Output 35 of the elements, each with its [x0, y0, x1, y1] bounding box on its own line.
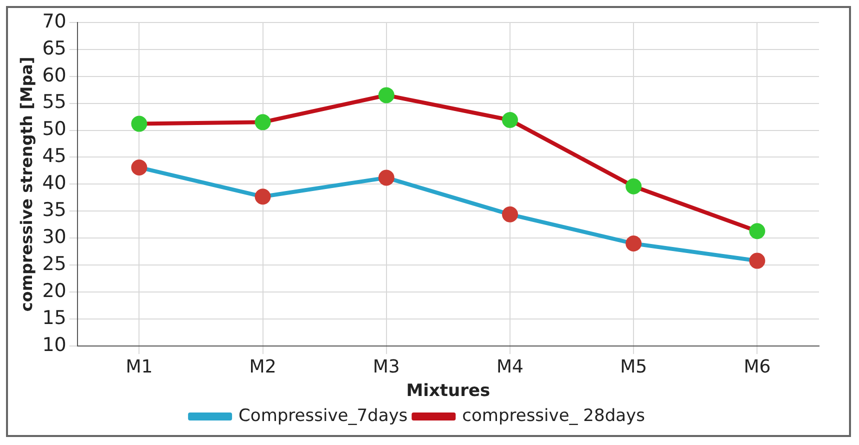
y-tick-label: 60	[42, 64, 66, 86]
x-tick-label: M5	[620, 356, 648, 378]
y-tick-label: 35	[42, 199, 66, 222]
point	[749, 223, 766, 240]
x-tick-label: M3	[372, 356, 400, 378]
y-tick-label: 65	[42, 37, 66, 60]
y-tick-label: 45	[42, 145, 66, 168]
x-tick-label: M1	[126, 356, 153, 378]
point	[378, 87, 394, 104]
point	[749, 252, 766, 269]
y-tick-label: 25	[42, 253, 66, 276]
y-tick-label: 30	[42, 226, 66, 248]
y-tick-label: 15	[42, 306, 66, 329]
point	[626, 236, 642, 252]
point	[378, 170, 394, 186]
point	[131, 159, 148, 176]
y-tick-label: 55	[42, 91, 66, 114]
y-tick-label: 70	[42, 10, 66, 32]
point	[131, 116, 148, 132]
y-tick-label: 40	[42, 172, 66, 194]
y-tick-label: 20	[42, 280, 66, 302]
x-tick-label: M2	[249, 356, 276, 378]
point	[502, 112, 518, 128]
y-axis-title: compressive strength [Mpa]	[16, 56, 36, 312]
point	[626, 178, 642, 194]
x-tick-label: M4	[496, 356, 524, 378]
point	[502, 206, 518, 222]
legend-label: compressive_ 28days	[462, 406, 646, 426]
y-tick-label: 10	[42, 334, 66, 356]
y-tick-label: 50	[42, 118, 66, 140]
x-axis-title: Mixtures	[406, 381, 490, 402]
legend-label: Compressive_7days	[238, 406, 408, 426]
x-tick-label: M6	[744, 356, 771, 378]
point	[254, 114, 271, 130]
point	[254, 188, 271, 205]
